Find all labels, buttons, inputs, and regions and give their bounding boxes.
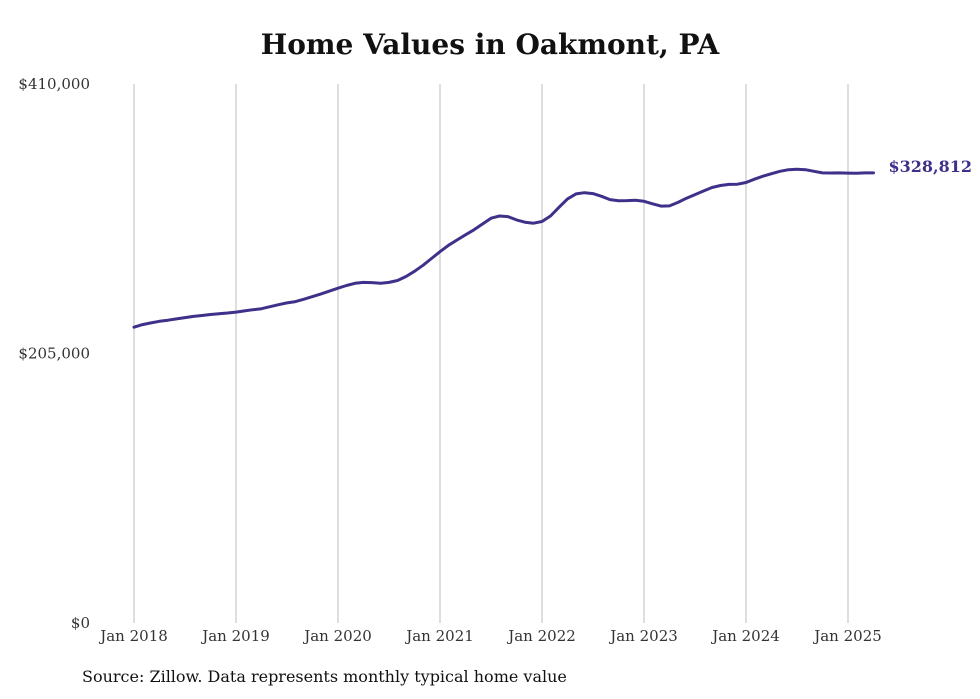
x-tick-label: Jan 2025 xyxy=(812,627,882,645)
x-tick-label: Jan 2022 xyxy=(506,627,576,645)
x-tick-label: Jan 2021 xyxy=(404,627,474,645)
y-tick-label: $0 xyxy=(71,614,90,632)
end-value-label: $328,812 xyxy=(889,157,973,176)
x-tick-label: Jan 2019 xyxy=(200,627,270,645)
x-tick-label: Jan 2024 xyxy=(710,627,780,645)
chart-title: Home Values in Oakmont, PA xyxy=(260,28,720,61)
y-tick-label: $410,000 xyxy=(18,75,90,93)
x-tick-label: Jan 2020 xyxy=(302,627,372,645)
x-tick-label: Jan 2018 xyxy=(98,627,168,645)
x-tick-label: Jan 2023 xyxy=(608,627,678,645)
source-note: Source: Zillow. Data represents monthly … xyxy=(82,667,567,686)
y-tick-label: $205,000 xyxy=(18,345,90,363)
series-line xyxy=(132,167,875,329)
